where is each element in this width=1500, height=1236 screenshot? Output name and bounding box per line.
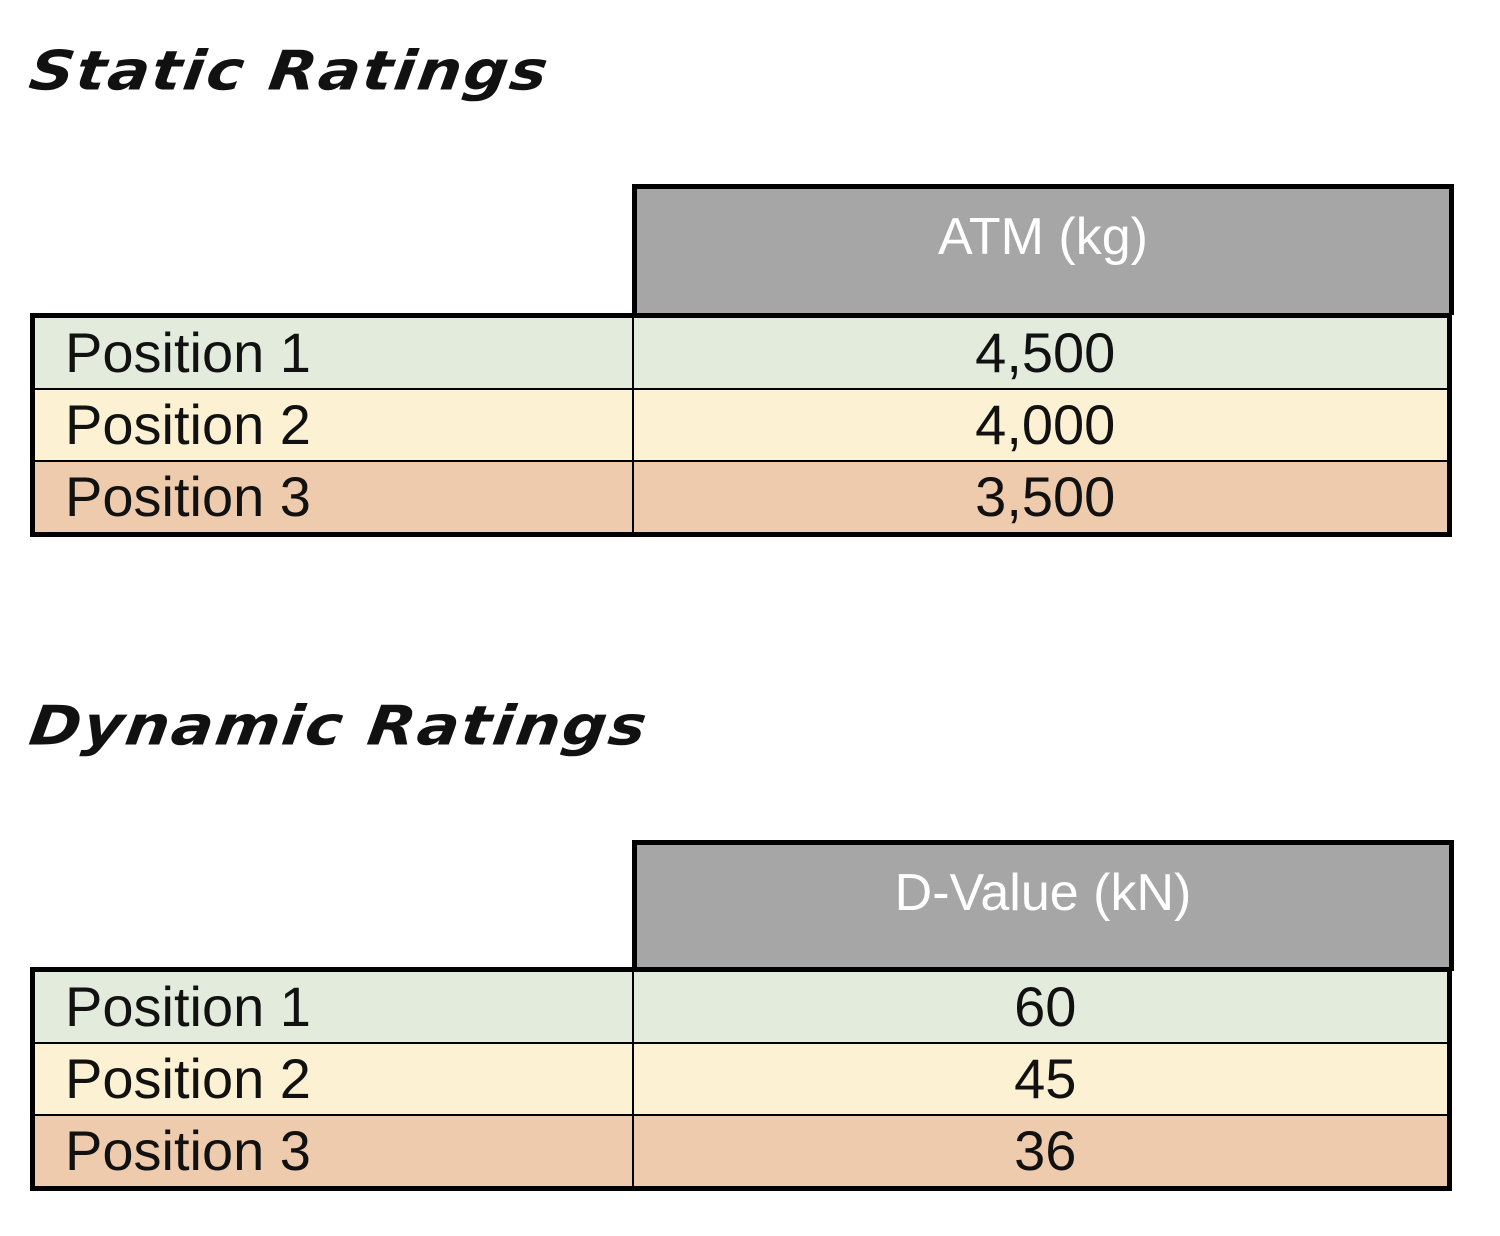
- dynamic-ratings-table: Position 1 60 Position 2 45 Position 3 3…: [30, 967, 1452, 1191]
- position-3-label: Position 3: [32, 1114, 634, 1190]
- table-row: Position 1 4,500: [32, 314, 1450, 390]
- position-3-atm-value: 3,500: [632, 460, 1450, 536]
- table-row: Position 1 60: [32, 968, 1450, 1044]
- dynamic-ratings-title: Dynamic Ratings: [25, 693, 653, 758]
- table-row: Position 2 45: [32, 1042, 1450, 1116]
- static-ratings-title: Static Ratings: [25, 38, 554, 103]
- d-value-column-header: D-Value (kN): [632, 840, 1454, 971]
- position-2-d-value: 45: [632, 1042, 1450, 1116]
- position-1-label: Position 1: [32, 968, 634, 1044]
- table-row: Position 3 3,500: [32, 460, 1450, 536]
- position-3-label: Position 3: [32, 460, 634, 536]
- position-2-label: Position 2: [32, 388, 634, 462]
- position-3-d-value: 36: [632, 1114, 1450, 1190]
- atm-column-header: ATM (kg): [632, 184, 1454, 315]
- position-1-atm-value: 4,500: [632, 314, 1450, 390]
- position-1-d-value: 60: [632, 968, 1450, 1044]
- position-1-label: Position 1: [32, 314, 634, 390]
- static-ratings-table: Position 1 4,500 Position 2 4,000 Positi…: [30, 313, 1452, 537]
- table-row: Position 3 36: [32, 1114, 1450, 1190]
- position-2-label: Position 2: [32, 1042, 634, 1116]
- table-row: Position 2 4,000: [32, 388, 1450, 462]
- position-2-atm-value: 4,000: [632, 388, 1450, 462]
